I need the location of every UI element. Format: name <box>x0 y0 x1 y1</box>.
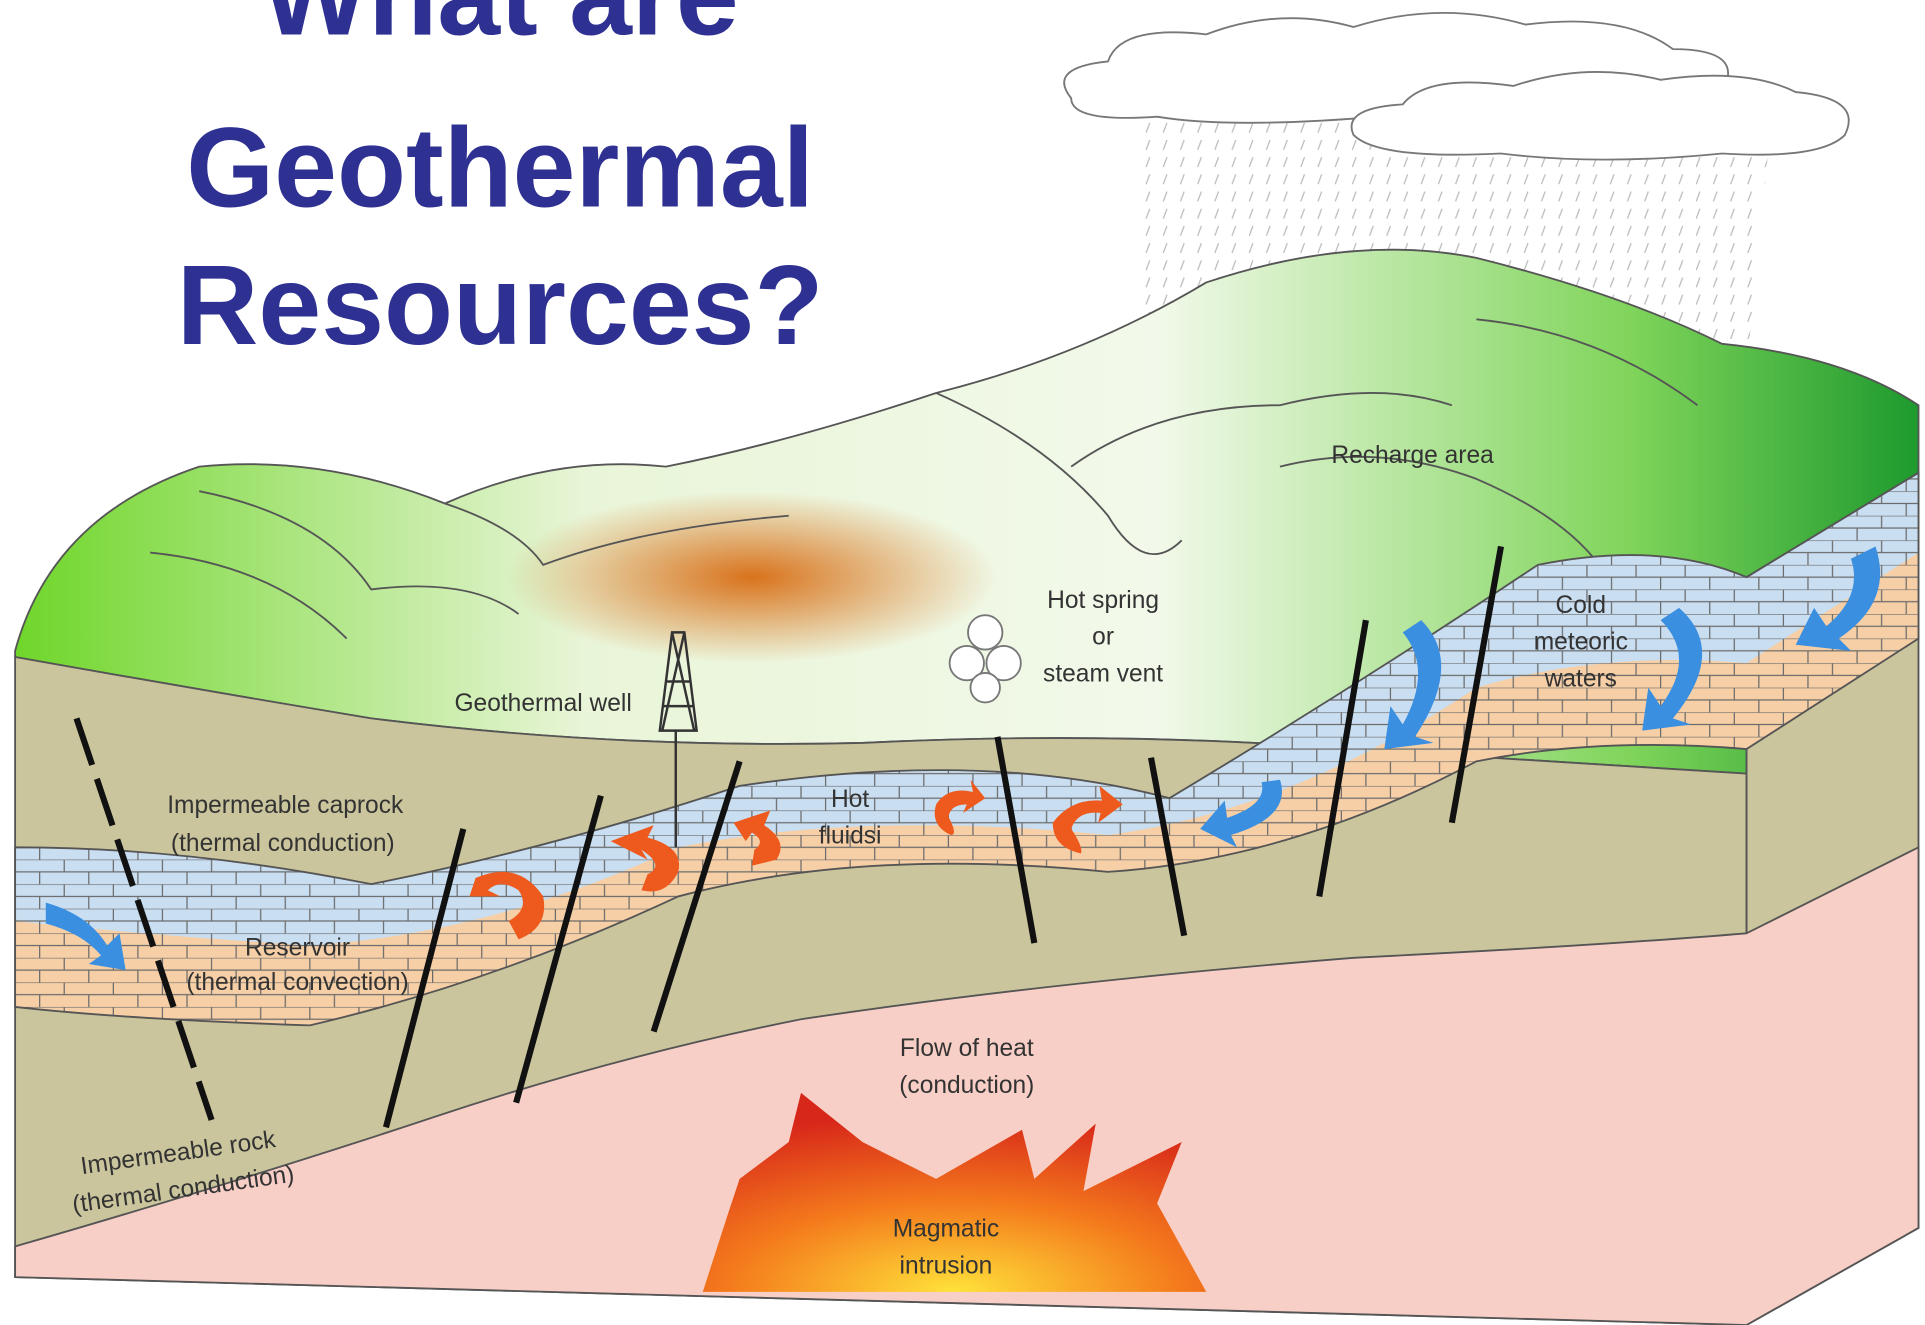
label: Hot spring <box>1047 587 1159 614</box>
magmatic-intrusion <box>702 1092 1207 1292</box>
ridges <box>150 318 1699 640</box>
label: Flow of heat <box>900 1035 1034 1062</box>
label: meteoric <box>1534 629 1628 656</box>
label: (thermal conduction) <box>171 830 395 857</box>
title: What are Geothermal Resources? <box>177 0 824 368</box>
label: Impermeable caprock <box>167 792 404 819</box>
label: Reservoir <box>245 934 350 961</box>
label: (thermal convection) <box>186 969 408 996</box>
cold-arrows <box>45 546 1881 971</box>
clouds <box>1063 11 1850 161</box>
label: Recharge area <box>1331 442 1494 469</box>
geothermal-well <box>658 631 699 848</box>
faults <box>73 545 1504 1129</box>
label: Geothermal well <box>454 690 631 717</box>
label: fluidsi <box>819 823 882 850</box>
label: Magmatic <box>893 1216 999 1243</box>
label: Cold <box>1556 592 1606 619</box>
title-line: What are <box>262 0 739 58</box>
label: Hot <box>831 786 869 813</box>
steam-vent <box>948 614 1022 704</box>
title-line: Geothermal <box>186 104 814 230</box>
label: waters <box>1544 665 1617 692</box>
title-line: Resources? <box>177 242 824 368</box>
label: or <box>1092 624 1114 651</box>
label: (conduction) <box>899 1072 1034 1099</box>
label: intrusion <box>900 1252 993 1279</box>
hot-ground <box>506 491 998 664</box>
hot-arrows <box>469 779 1123 940</box>
hot-rock <box>14 845 1920 1325</box>
label: steam vent <box>1043 661 1163 688</box>
